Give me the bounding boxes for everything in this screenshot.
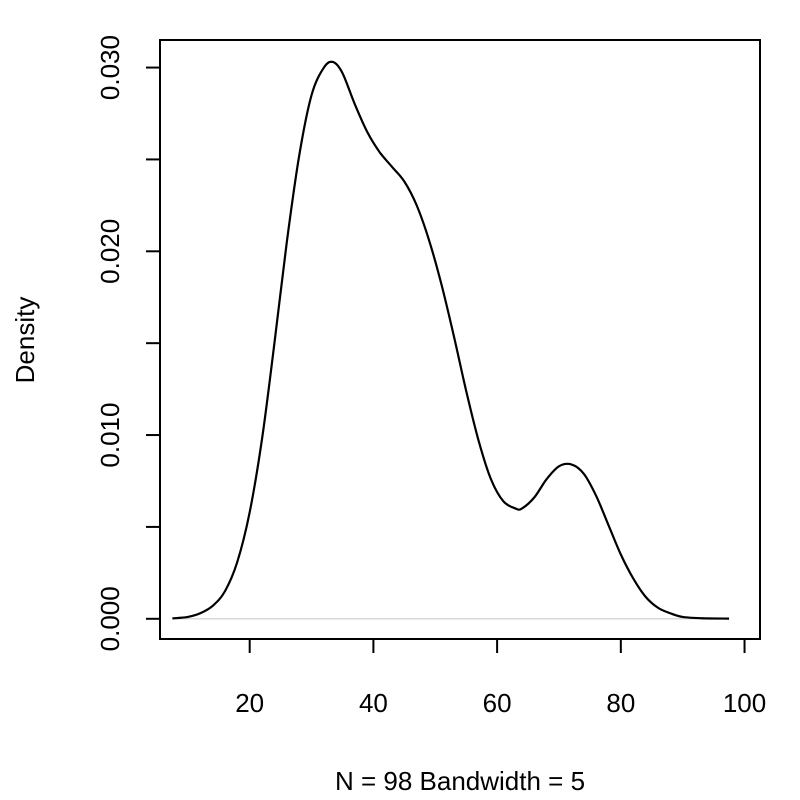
y-tick-label: 0.030 [95,35,125,100]
y-tick-label: 0.020 [95,219,125,284]
x-tick-label: 60 [483,688,512,718]
y-axis-label: Density [10,297,40,384]
x-axis-label: N = 98 Bandwidth = 5 [335,766,585,796]
axes [159,39,761,640]
plot-frame [159,39,761,640]
y-tick-label: 0.010 [95,403,125,468]
y-tick-label: 0.000 [95,586,125,651]
x-axis-ticks: 20 40 60 80 100 [235,638,766,718]
x-tick-label: 20 [235,688,264,718]
density-curve [172,60,730,620]
y-axis-ticks: 0.000 0.010 0.020 0.030 [95,35,161,651]
x-tick-label: 100 [723,688,766,718]
x-tick-label: 80 [606,688,635,718]
x-tick-label: 40 [359,688,388,718]
